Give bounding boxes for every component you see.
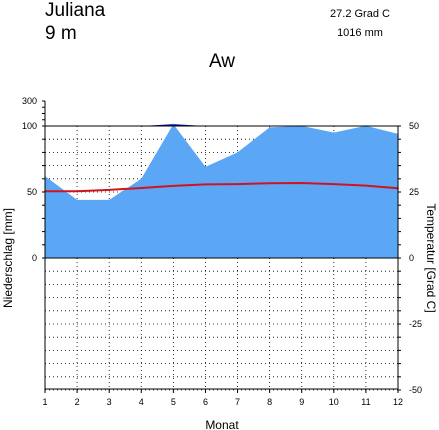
precipitation-point-2: [76, 199, 78, 201]
temperature-series: [44, 182, 399, 193]
precipitation-point-10: [333, 132, 335, 134]
precipitation-point-8: [269, 126, 271, 128]
y-left-tick-label: 100: [22, 121, 37, 131]
temperature-point-7: [236, 183, 239, 185]
precipitation-point-6: [204, 166, 207, 168]
axes: [42, 100, 401, 393]
station-name: Juliana: [45, 0, 106, 21]
x-tick-label: 5: [171, 397, 176, 407]
station-elevation: 9 m: [45, 23, 77, 44]
precipitation-point-3: [108, 199, 110, 201]
mean-temperature: 27.2 Grad C: [330, 8, 390, 20]
precipitation-fill: [45, 124, 398, 258]
temperature-point-2: [76, 190, 78, 193]
x-tick-label: 4: [139, 397, 144, 407]
y-right-tick-label: -50: [409, 385, 422, 395]
temperature-point-6: [204, 183, 207, 186]
temperature-point-3: [108, 189, 110, 191]
precipitation-point-7: [236, 151, 239, 153]
temperature-point-8: [268, 182, 271, 185]
temperature-point-5: [172, 185, 175, 187]
x-tick-label: 7: [235, 397, 240, 407]
precipitation-point-5: [172, 123, 174, 125]
y-left-tick-label: 0: [32, 253, 37, 263]
y-left-tick-label: 300: [22, 96, 37, 106]
chart-title: Aw: [209, 51, 235, 72]
x-tick-label: 6: [203, 397, 208, 407]
x-tick-label: 9: [299, 397, 304, 407]
x-tick-label: 11: [361, 397, 370, 407]
temperature-point-10: [333, 183, 335, 185]
y-right-tick-label: 0: [409, 253, 414, 263]
x-tick-label: 8: [267, 397, 272, 407]
x-tick-label: 2: [75, 397, 80, 407]
y-right-tick-label: -25: [409, 319, 422, 329]
x-tick-label: 10: [329, 397, 339, 407]
annual-precipitation: 1016 mm: [337, 27, 383, 39]
x-tick-label: 3: [107, 397, 112, 407]
precipitation-point-4: [140, 178, 142, 180]
x-tick-label: 1: [42, 397, 47, 407]
y-right-tick-label: 25: [409, 187, 419, 197]
y-axis-right-label: Temperatur [Grad C]: [424, 203, 438, 312]
y-right-tick-label: 50: [409, 121, 419, 131]
temperature-line: [45, 182, 399, 193]
y-left-tick-label: 50: [27, 187, 37, 197]
temperature-point-11: [365, 184, 367, 187]
y-axis-left-label: Niederschlag [mm]: [1, 208, 15, 308]
temperature-point-4: [140, 187, 143, 189]
temperature-point-9: [300, 182, 303, 184]
x-tick-label: 12: [393, 397, 403, 407]
x-axis-label: Monat: [205, 418, 239, 430]
